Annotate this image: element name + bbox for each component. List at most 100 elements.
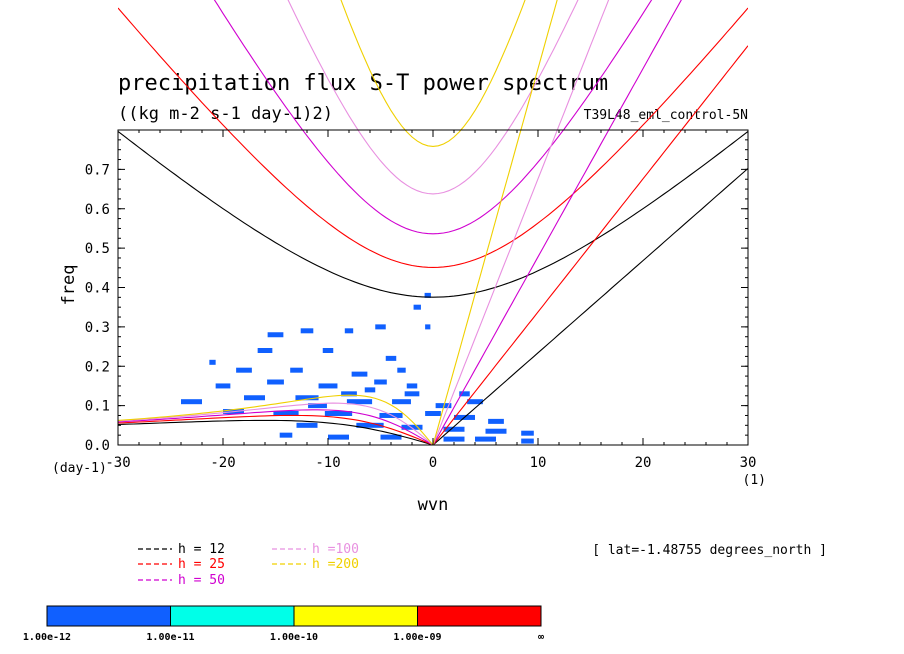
power-patch	[443, 426, 465, 432]
x-tick-label: -20	[210, 455, 235, 471]
power-patch	[295, 395, 319, 401]
power-patch	[397, 367, 406, 373]
units-label: ((kg m-2 s-1 day-1)2)	[118, 104, 333, 124]
power-patch	[459, 391, 470, 397]
ig-curve	[340, 0, 526, 147]
colorbar: 1.00e-12 1.00e-11 1.00e-10 1.00e-09 ∞	[23, 605, 544, 643]
legend-label: h = 50	[178, 573, 225, 588]
power-patch	[467, 399, 483, 405]
x-tick-label: 10	[530, 455, 547, 471]
power-patch	[236, 367, 252, 373]
ig-curve	[118, 130, 748, 298]
power-patch	[257, 348, 273, 353]
x-tick-label: -10	[315, 455, 340, 471]
power-patch	[404, 391, 420, 397]
power-patch	[413, 304, 421, 310]
power-patch	[521, 438, 534, 444]
power-patch	[341, 391, 357, 397]
colorbar-swatch	[170, 605, 295, 627]
x-tick-label: 20	[635, 455, 652, 471]
power-patch	[401, 424, 423, 430]
ig-curve	[118, 7, 748, 268]
colorbar-swatch	[293, 605, 418, 627]
kelvin-curve	[432, 167, 748, 445]
power-patch	[308, 403, 327, 409]
colorbar-swatch	[417, 605, 542, 627]
power-patch	[267, 379, 284, 385]
colorbar-label: 1.00e-10	[270, 632, 318, 643]
y-tick-label: 0.7	[85, 162, 110, 178]
y-axis: 0.0 0.1 0.2 0.3 0.4 0.5 0.6 0.7	[85, 129, 748, 454]
power-patch	[322, 348, 334, 353]
legend-label: h = 25	[178, 557, 225, 572]
power-patch	[375, 324, 386, 330]
y-tick-label: 0.6	[85, 202, 110, 218]
dataset-label: T39L48_eml_control-5N	[584, 108, 748, 123]
power-patch	[181, 399, 202, 405]
rossby-curve	[118, 402, 434, 445]
power-patch	[351, 371, 368, 377]
rossby-curve	[118, 414, 434, 445]
power-patch	[425, 411, 441, 416]
power-patch	[215, 383, 231, 389]
colorbar-label: 1.00e-11	[146, 632, 194, 643]
power-patch	[324, 411, 353, 416]
power-patch	[374, 379, 387, 385]
y-axis-label: freq	[59, 265, 79, 306]
power-patch	[267, 332, 284, 338]
power-patch	[443, 436, 465, 442]
power-patch	[328, 434, 349, 440]
power-patch	[380, 434, 402, 440]
y-tick-label: 0.2	[85, 359, 110, 375]
plot-frame	[117, 129, 749, 446]
y-tick-label: 0.0	[85, 438, 110, 454]
rossby-curve	[118, 419, 434, 445]
power-patch	[279, 432, 293, 438]
dispersion-curves	[118, 0, 748, 445]
x-unit-label: (1)	[743, 473, 766, 488]
power-patch	[364, 387, 376, 393]
legend-label: h =200	[312, 557, 359, 572]
power-patch	[346, 399, 373, 405]
power-patch	[244, 395, 265, 401]
power-patch	[300, 328, 314, 334]
y-tick-label: 0.3	[85, 320, 110, 336]
legend-label: h =100	[312, 542, 359, 557]
power-patch	[475, 436, 496, 442]
colorbar-label: ∞	[538, 632, 544, 643]
ig-curve	[213, 0, 653, 235]
x-tick-label: 0	[429, 455, 437, 471]
power-patch	[290, 367, 303, 373]
colorbar-label: 1.00e-09	[393, 632, 441, 643]
legend-label: h = 12	[178, 542, 225, 557]
kelvin-curve	[432, 0, 682, 445]
power-patch	[392, 399, 411, 405]
kelvin-curve	[432, 0, 610, 445]
kelvin-curve	[432, 0, 558, 445]
power-patch	[273, 411, 299, 416]
power-patch	[521, 430, 534, 436]
power-patch	[425, 324, 431, 330]
colorbar-swatch	[46, 605, 171, 627]
y-tick-label: 0.5	[85, 241, 110, 257]
power-patch	[209, 359, 216, 365]
x-axis: -30 -20 -10 0 10 20 30	[105, 130, 756, 471]
chart-title: precipitation flux S-T power spectrum	[118, 71, 608, 96]
power-patch	[406, 383, 418, 389]
y-tick-label: 0.1	[85, 399, 110, 415]
kelvin-curve	[432, 45, 748, 445]
power-patch	[296, 422, 318, 428]
power-patch	[485, 428, 507, 434]
y-tick-label: 0.4	[85, 281, 110, 297]
power-patch	[424, 292, 431, 298]
x-tick-label: -30	[105, 455, 130, 471]
y-unit-label: (day-1)	[52, 461, 107, 476]
x-tick-label: 30	[740, 455, 757, 471]
power-patch	[385, 355, 397, 361]
rossby-curve	[118, 394, 434, 445]
lat-label: [ lat=-1.48755 degrees_north ]	[592, 543, 827, 558]
power-patch	[356, 422, 384, 428]
colorbar-label: 1.00e-12	[23, 632, 71, 643]
